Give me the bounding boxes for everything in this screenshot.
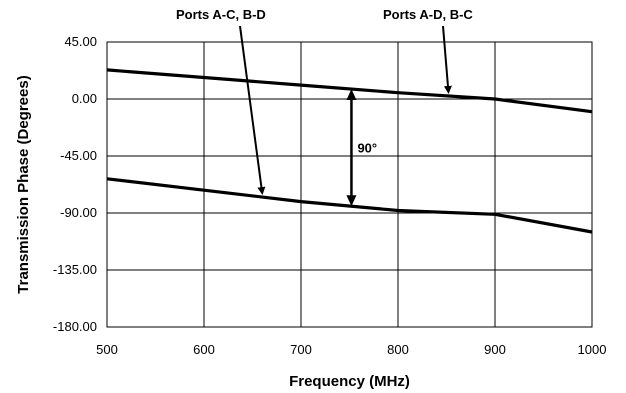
series-label-ports-a-d-b-c: Ports A-D, B-C: [383, 7, 473, 22]
phase-difference-label: 90°: [357, 141, 377, 156]
x-tick-label: 600: [193, 342, 215, 357]
pointer-arrow-a-c: [239, 25, 266, 196]
y-tick-label: -135.00: [53, 262, 97, 277]
series-line-0: [106, 68, 593, 114]
series-lines: [106, 68, 593, 234]
y-axis-title: Transmission Phase (Degrees): [15, 75, 32, 293]
y-tick-label: -45.00: [60, 148, 97, 163]
x-tick-label: 1000: [578, 342, 607, 357]
plot-frame: [106, 41, 593, 328]
x-tick-label: 700: [290, 342, 312, 357]
pointer-arrow-a-d: [442, 25, 452, 94]
phase-arrow-head-bottom: [346, 195, 357, 207]
y-tick-label: 0.00: [72, 91, 97, 106]
tick-labels: 500 600 700 800 900 1000 45.00 0.00 -45.00 -90.00…: [53, 34, 607, 357]
phase-arrow-head-top: [346, 89, 357, 101]
x-tick-label: 500: [96, 342, 118, 357]
y-tick-label: 45.00: [64, 34, 97, 49]
series-label-ports-a-c-b-d: Ports A-C, B-D: [176, 7, 266, 22]
x-axis-title: Frequency (MHz): [289, 373, 410, 390]
y-tick-label: -180.00: [53, 319, 97, 334]
annotations: [239, 25, 452, 207]
series-line-1: [106, 177, 593, 234]
y-tick-label: -90.00: [60, 205, 97, 220]
x-tick-label: 900: [484, 342, 506, 357]
x-tick-label: 800: [387, 342, 409, 357]
